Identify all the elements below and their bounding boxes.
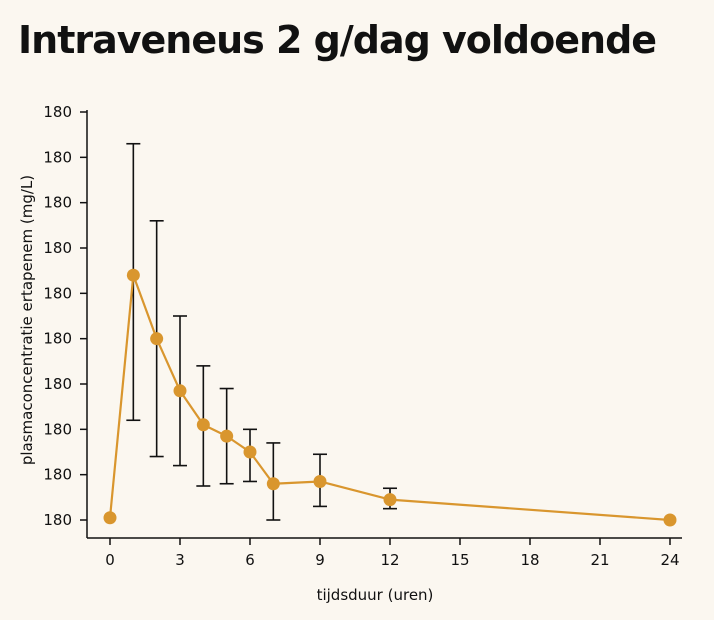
- y-tick-label: 180: [43, 194, 72, 212]
- data-point: [150, 332, 164, 346]
- y-tick-label: 180: [43, 284, 72, 302]
- data-point: [313, 474, 327, 488]
- y-tick-label: 180: [43, 239, 72, 257]
- y-tick-label: 180: [43, 148, 72, 166]
- x-tick-label: 3: [175, 551, 185, 569]
- y-axis-title: plasmaconcentratie ertapenem (mg/L): [18, 175, 36, 465]
- chart-title: Intraveneus 2 g/dag voldoende: [18, 18, 657, 62]
- data-point: [126, 268, 140, 282]
- data-point: [103, 511, 117, 525]
- x-tick-label: 24: [660, 551, 679, 569]
- x-tick-label: 12: [380, 551, 399, 569]
- data-point: [266, 477, 280, 491]
- x-axis-title: tijdsduur (uren): [317, 586, 434, 604]
- axes: 180 180 180 180 180 180 180 180 180 180 0 3 6 9 12 15 18…: [43, 103, 682, 569]
- data-point: [220, 429, 234, 443]
- data-point: [383, 493, 397, 507]
- x-tick-label: 18: [520, 551, 539, 569]
- data-point: [663, 513, 677, 527]
- y-tick-label: 180: [43, 330, 72, 348]
- x-tick-label: 21: [590, 551, 609, 569]
- error-bars: [126, 142, 397, 521]
- y-tick-label: 180: [43, 103, 72, 121]
- y-tick-label: 180: [43, 420, 72, 438]
- data-series: [103, 268, 677, 527]
- y-tick-label: 180: [43, 511, 72, 529]
- x-tick-label: 0: [105, 551, 115, 569]
- x-tick-label: 9: [315, 551, 325, 569]
- y-tick-label: 180: [43, 375, 72, 393]
- data-point: [243, 445, 257, 459]
- data-point: [173, 384, 187, 398]
- series-line: [108, 274, 671, 522]
- y-tick-label: 180: [43, 466, 72, 484]
- data-point: [196, 418, 210, 432]
- x-tick-label: 15: [450, 551, 469, 569]
- x-tick-label: 6: [245, 551, 255, 569]
